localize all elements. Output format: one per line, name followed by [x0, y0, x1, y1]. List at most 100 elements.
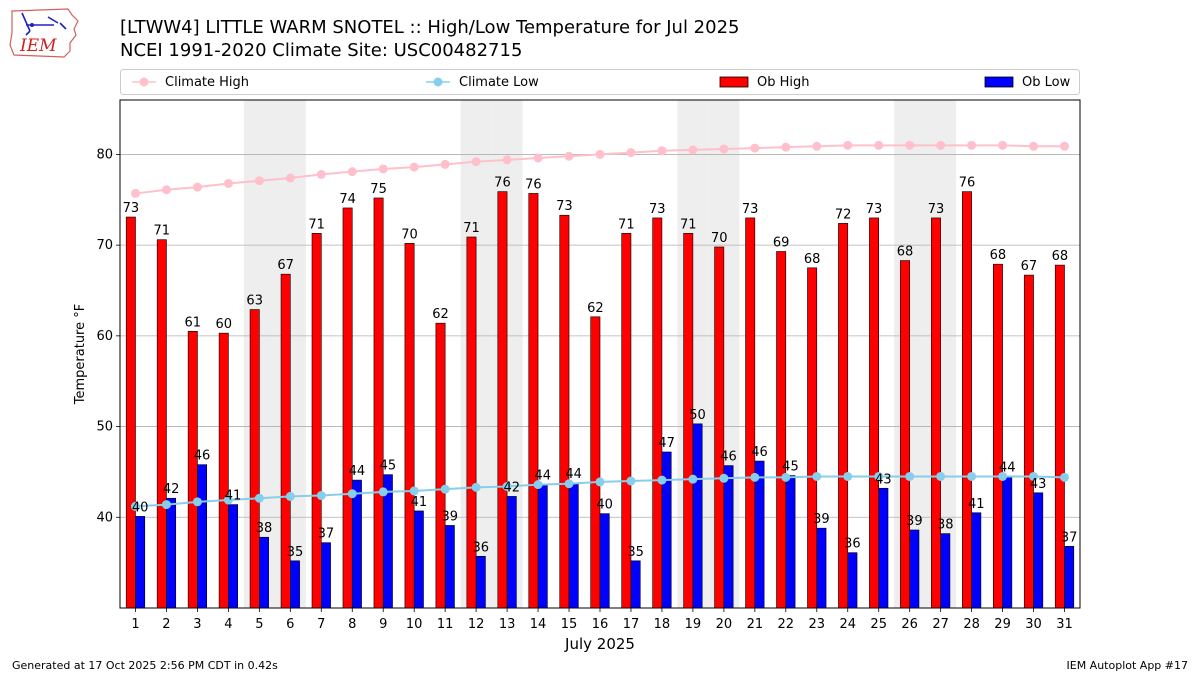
bar-label-ob-high: 72 — [835, 207, 852, 222]
legend-item-ob-high: Ob High — [719, 70, 810, 94]
climate-low-point — [440, 484, 450, 494]
legend-label-ob-high: Ob High — [757, 74, 810, 90]
climate-low-point — [192, 497, 202, 507]
y-tick-label: 60 — [96, 329, 113, 344]
x-tick-label: 27 — [932, 617, 949, 632]
climate-low-point — [719, 473, 729, 483]
climate-low-point — [161, 500, 171, 510]
x-tick-label: 24 — [839, 617, 856, 632]
climate-high-point — [626, 148, 636, 158]
climate-high-point — [874, 140, 884, 150]
bar-ob-low — [568, 482, 579, 609]
bar-label-ob-low: 38 — [937, 518, 954, 533]
climate-high-point — [347, 167, 357, 177]
bar-label-ob-high: 67 — [277, 258, 294, 273]
x-tick-label: 17 — [623, 617, 640, 632]
climate-high-point — [812, 141, 822, 151]
x-tick-label: 8 — [348, 617, 356, 632]
bar-ob-low — [444, 525, 455, 609]
bar-label-ob-high: 70 — [401, 227, 418, 242]
y-tick-label: 80 — [96, 147, 113, 162]
climate-low-point — [285, 491, 295, 501]
bar-ob-high — [776, 251, 787, 609]
bar-ob-high — [745, 217, 756, 609]
bar-ob-high — [156, 239, 167, 609]
bar-ob-high — [187, 331, 198, 609]
x-tick-label: 18 — [654, 617, 671, 632]
climate-low-point — [936, 471, 946, 481]
climate-low-point — [781, 472, 791, 482]
bar-ob-low — [228, 504, 238, 609]
chart-subtitle: NCEI 1991-2020 Climate Site: USC00482715 — [120, 40, 523, 61]
climate-low-point — [874, 471, 884, 481]
x-tick-label: 5 — [255, 617, 263, 632]
bar-ob-low — [692, 423, 703, 609]
climate-low-point — [1029, 471, 1039, 481]
bar-label-ob-low: 44 — [565, 467, 582, 482]
x-tick-label: 11 — [437, 617, 454, 632]
bar-label-ob-low: 45 — [380, 459, 397, 474]
climate-high-point — [936, 140, 946, 150]
bar-label-ob-low: 46 — [720, 450, 737, 465]
climate-low-point — [347, 489, 357, 499]
climate-high-point — [440, 159, 450, 169]
x-tick-label: 21 — [747, 617, 764, 632]
y-tick-label: 70 — [96, 238, 113, 253]
climate-low-point — [471, 482, 481, 492]
bar-ob-high — [714, 246, 725, 609]
bar-ob-low — [878, 487, 889, 609]
x-tick-label: 10 — [406, 617, 423, 632]
bar-ob-low — [785, 475, 796, 609]
climate-high-point — [378, 164, 388, 174]
bar-ob-high — [931, 217, 941, 609]
bar-label-ob-high: 71 — [154, 224, 171, 239]
climate-low-point — [626, 476, 636, 486]
bar-label-ob-low: 43 — [875, 472, 892, 487]
climate-low-point — [130, 501, 140, 511]
x-tick-label: 14 — [530, 617, 547, 632]
legend-item-ob-low: Ob Low — [984, 70, 1070, 94]
bar-label-ob-high: 73 — [866, 202, 883, 217]
bar-ob-low — [135, 516, 146, 609]
climate-high-point — [1060, 141, 1070, 151]
bar-label-ob-high: 68 — [990, 248, 1007, 263]
bar-ob-high — [218, 332, 229, 609]
bar-label-ob-low: 39 — [813, 512, 830, 527]
bar-label-ob-high: 68 — [804, 252, 821, 267]
climate-high-point — [192, 182, 202, 192]
legend-label-ob-low: Ob Low — [1022, 74, 1071, 90]
x-tick-label: 20 — [716, 617, 733, 632]
bar-ob-high — [528, 193, 539, 609]
climate-low-point — [502, 481, 512, 491]
bar-ob-low — [1064, 546, 1075, 609]
bar-ob-high — [311, 233, 322, 609]
x-tick-label: 3 — [193, 617, 201, 632]
bar-label-ob-high: 69 — [773, 235, 790, 250]
y-tick-label: 40 — [96, 510, 113, 525]
climate-high-point — [161, 185, 171, 195]
y-tick-label: 50 — [96, 420, 113, 435]
bar-label-ob-low: 47 — [658, 436, 675, 451]
legend-label-climate-high: Climate High — [165, 74, 250, 90]
bar-label-ob-low: 37 — [318, 527, 335, 542]
climate-low-point — [998, 471, 1008, 481]
climate-high-point — [905, 140, 915, 150]
bar-label-ob-high: 60 — [215, 317, 232, 332]
x-tick-label: 7 — [317, 617, 325, 632]
x-tick-label: 23 — [809, 617, 826, 632]
bar-label-ob-high: 76 — [494, 176, 511, 191]
bar-ob-low — [259, 536, 269, 609]
bar-ob-high — [590, 316, 601, 609]
bar-ob-low — [847, 552, 858, 609]
iowa-state-outline-icon — [9, 8, 79, 58]
bar-label-ob-low: 35 — [287, 545, 304, 560]
bar-label-ob-low: 38 — [256, 521, 273, 536]
climate-low-point — [409, 486, 419, 496]
bar-ob-low — [537, 484, 548, 609]
climate-high-point — [967, 140, 977, 150]
x-tick-label: 6 — [286, 617, 294, 632]
bar-ob-low — [599, 513, 610, 609]
bar-label-ob-high: 73 — [742, 202, 759, 217]
bar-label-ob-low: 45 — [782, 460, 799, 475]
bar-ob-high — [342, 207, 353, 609]
